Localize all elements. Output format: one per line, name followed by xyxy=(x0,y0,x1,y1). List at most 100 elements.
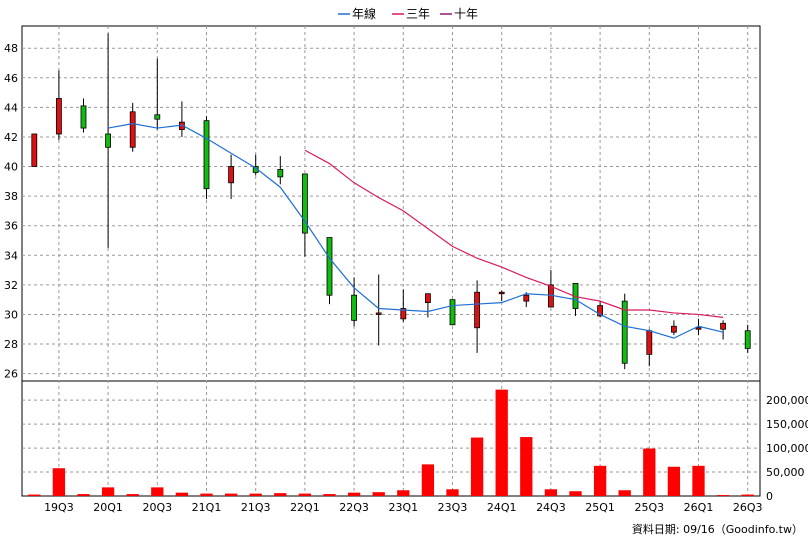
x-tick-label: 19Q3 xyxy=(44,501,74,514)
candle-body xyxy=(597,305,603,317)
legend-label: 年線 xyxy=(352,6,376,21)
volume-bar xyxy=(151,487,164,496)
x-tick-label: 22Q1 xyxy=(290,501,320,514)
candle-body xyxy=(424,293,431,304)
price-tick-label: 46 xyxy=(4,72,18,85)
candle-body xyxy=(326,237,333,296)
volume-bar xyxy=(77,494,90,496)
candle-body xyxy=(56,98,62,135)
year-ma-line xyxy=(107,123,724,339)
data-date-footer: 資料日期: 09/16（Goodinfo.tw） xyxy=(632,522,803,536)
candle-body xyxy=(695,327,702,330)
legend-label: 三年 xyxy=(406,7,430,21)
price-tick-label: 34 xyxy=(4,249,18,262)
volume-bar xyxy=(249,493,262,496)
volume-bar xyxy=(495,389,508,496)
volume-bar xyxy=(274,493,287,496)
candle-body xyxy=(621,300,628,364)
x-tick-label: 23Q1 xyxy=(388,501,418,514)
candle-body xyxy=(228,166,235,184)
price-tick-label: 42 xyxy=(4,131,18,144)
x-tick-label: 26Q3 xyxy=(733,501,763,514)
volume-bar xyxy=(446,489,459,496)
volume-bar xyxy=(52,468,66,496)
candle-body xyxy=(498,291,505,295)
legend-label: 十年 xyxy=(454,7,478,21)
price-tick-label: 28 xyxy=(4,338,18,351)
volume-bar xyxy=(692,465,705,496)
candle-body xyxy=(31,133,38,167)
volume-bar xyxy=(741,494,754,496)
candle-body xyxy=(129,111,136,148)
price-tick-label: 32 xyxy=(4,279,18,292)
candle-body xyxy=(80,105,87,129)
candle-body xyxy=(203,120,210,190)
price-tick-label: 38 xyxy=(4,190,18,203)
x-tick-label: 21Q3 xyxy=(241,501,271,514)
x-tick-label: 20Q3 xyxy=(142,501,172,514)
candle-body xyxy=(277,169,284,178)
x-tick-label: 23Q3 xyxy=(438,501,468,514)
volume-bar xyxy=(372,492,385,496)
candle-body xyxy=(105,133,111,148)
volume-bar xyxy=(544,489,558,496)
volume-bar xyxy=(716,495,730,496)
volume-bar xyxy=(643,448,656,496)
price-tick-label: 40 xyxy=(4,161,18,174)
x-tick-label: 20Q1 xyxy=(93,501,123,514)
volume-bar xyxy=(224,493,238,496)
candle-body xyxy=(400,308,407,320)
volume-bar xyxy=(569,491,582,496)
legend-item: 三年 xyxy=(392,7,430,21)
volume-bar xyxy=(200,493,213,496)
x-tick-label: 24Q1 xyxy=(487,501,517,514)
volume-bar xyxy=(470,437,484,496)
x-tick-label: 21Q1 xyxy=(192,501,222,514)
volume-tick-label: 0 xyxy=(766,490,773,503)
volume-bar xyxy=(28,494,41,496)
volume-bar xyxy=(667,466,681,496)
volume-bar xyxy=(421,464,435,496)
candle-body xyxy=(449,299,456,326)
volume-bar xyxy=(298,493,312,496)
candle-body xyxy=(375,312,382,315)
x-tick-label: 25Q1 xyxy=(585,501,615,514)
price-tick-label: 44 xyxy=(4,101,18,114)
volume-tick-label: 100,000 xyxy=(766,442,808,455)
three-year-ma-line xyxy=(304,149,724,318)
x-tick-label: 25Q3 xyxy=(634,501,664,514)
volume-bar xyxy=(101,487,115,496)
candle-body xyxy=(523,294,530,302)
price-tick-label: 30 xyxy=(4,308,18,321)
volume-tick-label: 50,000 xyxy=(766,466,805,479)
volume-bar xyxy=(397,490,410,496)
price-tick-label: 26 xyxy=(4,368,18,381)
candle-body xyxy=(744,330,751,349)
plot-frame xyxy=(21,25,761,497)
legend-item: 十年 xyxy=(440,7,478,21)
volume-bar xyxy=(323,494,336,496)
candle-body xyxy=(351,294,358,321)
volume-bar xyxy=(593,465,607,496)
volume-tick-label: 200,000 xyxy=(766,394,808,407)
x-tick-label: 26Q1 xyxy=(684,501,714,514)
volume-bar xyxy=(520,437,533,496)
volume-bar xyxy=(347,492,361,496)
price-tick-label: 36 xyxy=(4,220,18,233)
volume-bar xyxy=(175,492,189,496)
volume-tick-label: 150,000 xyxy=(766,418,808,431)
volume-bar xyxy=(126,494,139,496)
candle-body xyxy=(646,330,653,355)
x-tick-label: 24Q3 xyxy=(536,501,566,514)
candle-body xyxy=(671,325,677,333)
candle-body xyxy=(301,173,308,234)
x-tick-label: 22Q3 xyxy=(339,501,369,514)
candle-body xyxy=(720,322,726,330)
legend-item: 年線 xyxy=(338,6,376,21)
volume-bar xyxy=(618,490,631,496)
candle-body xyxy=(474,291,481,329)
candle-body xyxy=(154,114,161,120)
price-tick-label: 48 xyxy=(4,42,18,55)
